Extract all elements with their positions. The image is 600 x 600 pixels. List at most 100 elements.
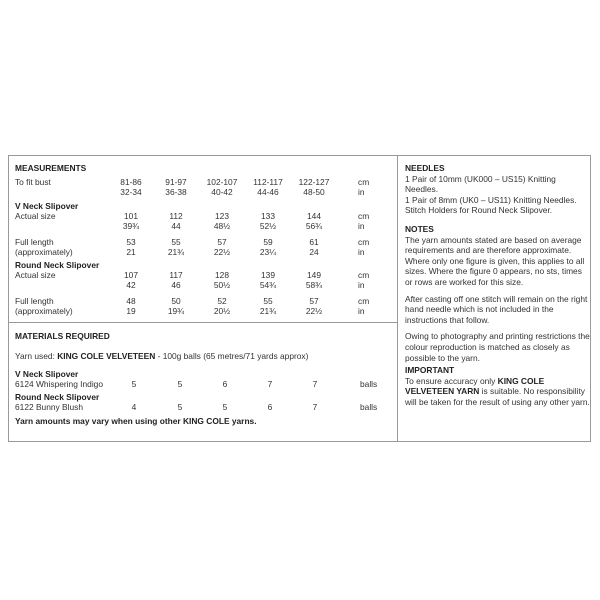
needle-item: 1 Pair of 10mm (UK000 – US15) Knitting N… [405,173,556,195]
size-value: 19¾ [167,306,185,316]
important-prefix: To ensure accuracy only [405,375,498,386]
materials-heading: MATERIALS REQUIRED [15,331,110,341]
yarn-suffix: - 100g balls (65 metres/71 yards approx) [155,351,309,361]
unit-label: cm [358,237,370,247]
size-value: 122-127 [298,177,330,187]
column-divider [397,155,398,442]
size-value: 36-38 [165,187,187,197]
size-value: 123 [215,211,229,221]
unit-label: cm [358,270,370,280]
size-value: 48 [126,296,136,306]
measurements-heading: MEASUREMENTS [15,163,87,173]
size-value: 44 [171,221,181,231]
size-value: 20½ [213,306,231,316]
size-value: 53 [126,237,136,247]
important-bold: KING COLE VELVETEEN YARN [405,375,545,397]
row-label: (approximately) [15,247,73,257]
size-value: 46 [171,280,181,290]
section-divider [8,322,398,323]
size-value: 50½ [213,280,231,290]
notes-heading: NOTES [405,223,434,234]
unit-label: in [358,187,365,197]
unit-label: in [358,306,365,316]
row-label: Full length [15,296,54,306]
ball-count: 6 [222,379,228,389]
size-value: 48-50 [303,187,325,197]
size-value: 24 [309,247,319,257]
unit-label: balls [360,379,378,389]
ball-count: 4 [131,402,137,412]
size-value: 48½ [213,221,231,231]
right-panel: NEEDLES 1 Pair of 10mm (UK000 – US15) Kn… [405,163,590,413]
size-value: 42 [126,280,136,290]
unit-label: cm [358,177,370,187]
notes-para: After casting off one stitch will remain… [405,293,588,325]
ball-count: 5 [131,379,137,389]
notes-para: The yarn amounts stated are based on ave… [405,234,585,287]
size-value: 139 [261,270,275,280]
size-value: 21¾ [167,247,185,257]
size-value: 81-86 [120,177,142,187]
pattern-info-box [8,155,591,442]
size-value: 101 [124,211,138,221]
unit-label: in [358,280,365,290]
size-value: 52 [217,296,227,306]
shade-label: 6124 Whispering Indigo [15,379,103,389]
size-value: 57 [309,296,319,306]
ball-count: 5 [177,379,183,389]
important-text: To ensure accuracy only KING COLE VELVET… [405,376,590,408]
size-value: 23¼ [259,247,277,257]
yarn-used: Yarn used: KING COLE VELVETEEN - 100g ba… [15,351,308,361]
size-value: 55 [171,237,181,247]
size-value: 54¾ [259,280,277,290]
size-value: 39¾ [122,221,140,231]
size-value: 117 [169,270,183,280]
needle-item: Stitch Holders for Round Neck Slipover. [405,205,553,216]
section-heading: V Neck Slipover [15,201,79,211]
yarn-footnote: Yarn amounts may vary when using other K… [15,416,257,426]
size-value: 44-46 [257,187,279,197]
size-value: 112 [169,211,183,221]
needles-list: 1 Pair of 10mm (UK000 – US15) Knitting N… [405,174,590,216]
yarn-prefix: Yarn used: [15,351,58,361]
size-value: 55 [263,296,273,306]
size-value: 40-42 [211,187,233,197]
ball-count: 7 [267,379,273,389]
size-value: 22½ [213,247,231,257]
size-value: 107 [124,270,138,280]
size-value: 21 [126,247,136,257]
shade-label: 6122 Bunny Blush [15,402,83,412]
size-value: 50 [171,296,181,306]
unit-label: in [358,221,365,231]
size-value: 133 [261,211,275,221]
notes-para: Owing to photography and printing restri… [405,331,590,363]
unit-label: balls [360,402,378,412]
size-value: 52½ [259,221,277,231]
size-value: 91-97 [165,177,187,187]
size-value: 61 [309,237,319,247]
section-heading: Round Neck Slipover [15,260,100,270]
size-value: 56¾ [305,221,323,231]
size-value: 22½ [305,306,323,316]
size-value: 58¾ [305,280,323,290]
needles-heading: NEEDLES [405,163,445,173]
section-heading: Round Neck Slipover [15,392,100,402]
size-value: 57 [217,237,227,247]
size-value: 128 [215,270,229,280]
row-label: Full length [15,237,54,247]
size-value: 102-107 [206,177,238,187]
size-value: 32-34 [120,187,142,197]
section-heading: V Neck Slipover [15,369,79,379]
unit-label: cm [358,296,370,306]
ball-count: 5 [177,402,183,412]
row-label: (approximately) [15,306,73,316]
ball-count: 7 [312,402,318,412]
unit-label: in [358,247,365,257]
size-value: 144 [307,211,321,221]
size-value: 21¾ [259,306,277,316]
size-value: 19 [126,306,136,316]
row-label: Actual size [15,270,56,280]
important-suffix: is suitable. No responsibility will be t… [405,386,590,407]
unit-label: cm [358,211,370,221]
size-value: 59 [263,237,273,247]
